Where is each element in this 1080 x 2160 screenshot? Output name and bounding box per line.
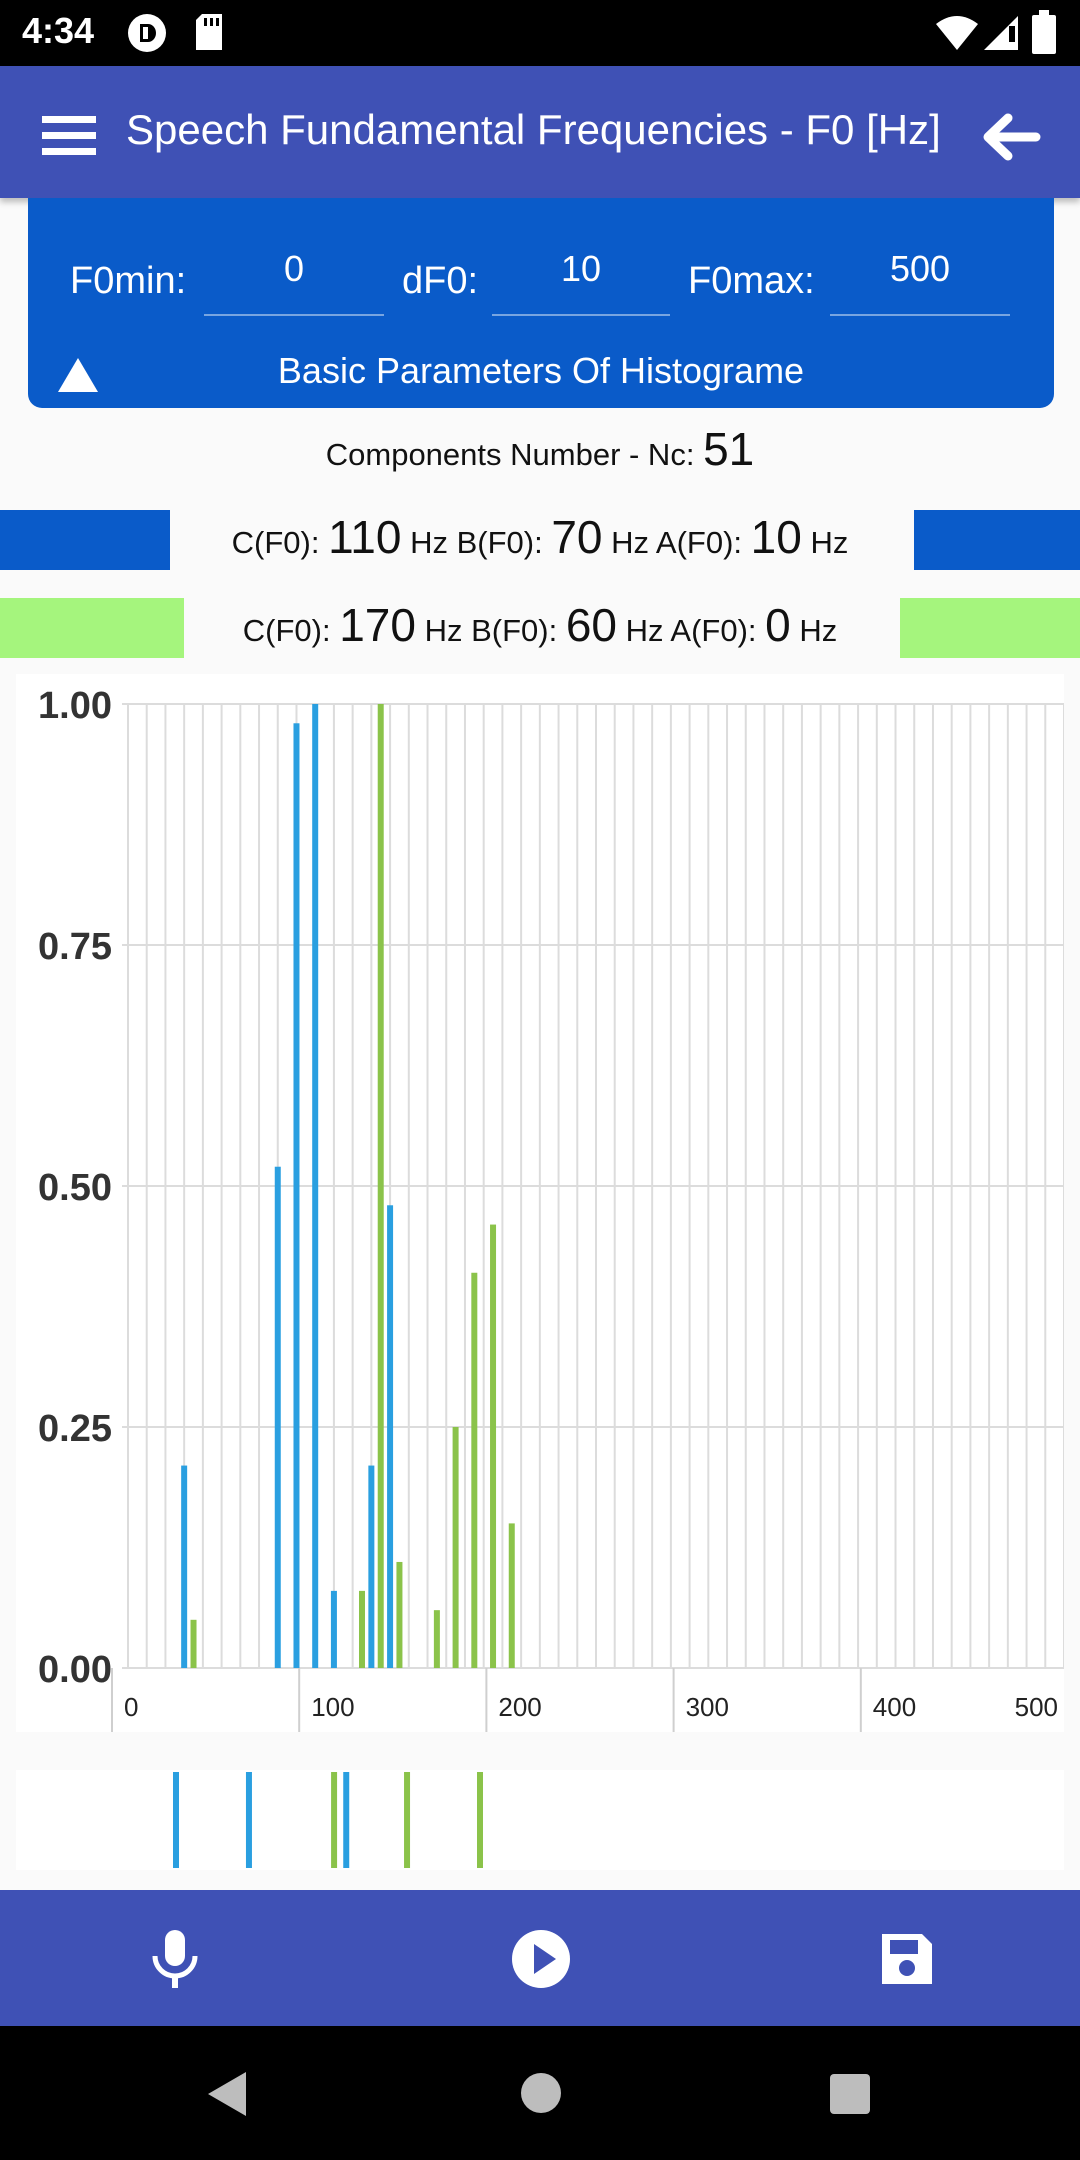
wifi-icon <box>936 16 978 50</box>
a-value: 0 <box>765 599 791 651</box>
app-bar: Speech Fundamental Frequencies - F0 [Hz] <box>0 66 1080 198</box>
series-1-color-bar <box>0 510 170 570</box>
x-tick-label: 300 <box>686 1692 729 1722</box>
component-row-1: C(F0): 110 Hz B(F0): 70 Hz A(F0): 10 Hz <box>0 510 1080 570</box>
recents-square-icon[interactable] <box>830 2074 870 2114</box>
y-tick-label: 0.75 <box>38 926 112 968</box>
a-label: Hz A(F0): <box>611 525 743 560</box>
histogram-bar <box>312 704 319 1668</box>
histogram-bar <box>433 1610 440 1668</box>
y-tick-label: 0.25 <box>38 1408 112 1450</box>
home-circle-icon[interactable] <box>520 2072 562 2114</box>
histogram-bar <box>471 1272 478 1668</box>
system-navigation-bar <box>0 2026 1080 2160</box>
overview-marker <box>173 1772 179 1868</box>
page-title: Speech Fundamental Frequencies - F0 [Hz] <box>126 106 941 153</box>
histogram-bar <box>387 1205 394 1668</box>
histogram-bar <box>274 1166 281 1668</box>
c-label: C(F0): <box>242 613 331 648</box>
x-tick-label: 0 <box>124 1692 138 1722</box>
histogram-bar <box>377 704 384 1668</box>
overview-marker <box>331 1772 338 1868</box>
b-value: 60 <box>565 599 617 651</box>
x-tick-label: 100 <box>311 1692 354 1722</box>
params-toggle-label: Basic Parameters Of Histograme <box>277 350 805 391</box>
f0min-value: 0 <box>283 248 305 289</box>
f0min-label: F0min: <box>70 260 187 302</box>
params-toggle[interactable]: Basic Parameters Of Histograme <box>28 346 1054 408</box>
f0max-value: 500 <box>889 248 951 289</box>
status-bar: 4:34 <box>0 0 1080 66</box>
x-tick-label: 400 <box>873 1692 916 1722</box>
nc-label: Components Number - Nc: <box>325 437 695 472</box>
overview-strip[interactable] <box>16 1770 1064 1870</box>
histogram-params-panel: F0min: 0 dF0: 10 F0max: 500 Basic Parame… <box>28 198 1054 408</box>
df0-field[interactable]: 10 <box>492 244 670 316</box>
x-tick-label: 500 <box>1015 1692 1058 1722</box>
overview-marker <box>477 1772 483 1868</box>
battery-icon <box>1032 10 1056 54</box>
series-1-color-bar-right <box>914 510 1080 570</box>
triangle-up-icon <box>58 358 98 392</box>
f0max-field[interactable]: 500 <box>830 244 1010 316</box>
histogram-bar <box>330 1590 337 1668</box>
c-value: 110 <box>328 511 402 563</box>
histogram-bar <box>359 1590 365 1668</box>
y-tick-label: 0.50 <box>38 1167 112 1209</box>
y-tick-label: 0.00 <box>38 1649 112 1691</box>
a-value: 10 <box>750 511 802 563</box>
unit-label: Hz <box>810 525 849 560</box>
f0max-label: F0max: <box>688 260 815 302</box>
unit-label: Hz <box>799 613 838 648</box>
components-number: Components Number - Nc: 51 <box>0 422 1080 476</box>
c-label: C(F0): <box>231 525 320 560</box>
series-2-color-bar <box>0 598 184 658</box>
histogram-bar <box>490 1224 497 1668</box>
save-icon[interactable] <box>878 1930 936 1988</box>
c-value: 170 <box>339 599 416 651</box>
bottom-toolbar <box>0 1890 1080 2026</box>
a-label: Hz A(F0): <box>625 613 757 648</box>
overview-chart[interactable] <box>16 1770 1064 1870</box>
df0-label: dF0: <box>402 260 479 302</box>
notification-icon <box>128 14 166 52</box>
component-row-2: C(F0): 170 Hz B(F0): 60 Hz A(F0): 0 Hz <box>0 598 1080 658</box>
menu-icon[interactable] <box>40 112 98 160</box>
series-2-color-bar-right <box>900 598 1080 658</box>
overview-marker <box>343 1772 350 1868</box>
b-value: 70 <box>551 511 603 563</box>
histogram-bar <box>181 1465 188 1668</box>
play-icon[interactable] <box>510 1928 572 1990</box>
overview-marker <box>404 1772 411 1868</box>
status-time: 4:34 <box>22 10 95 51</box>
signal-icon <box>984 16 1018 50</box>
histogram-bar <box>368 1465 375 1668</box>
df0-value: 10 <box>560 248 602 289</box>
b-label: Hz B(F0): <box>410 525 543 560</box>
histogram-chart-card[interactable]: 0.00 0.25 0.50 0.75 1.00 0 100 200 300 400 500 <box>16 674 1065 1748</box>
microphone-icon[interactable] <box>148 1928 202 1990</box>
sd-card-icon <box>196 14 222 50</box>
histogram-bar <box>293 723 300 1668</box>
histogram-bar <box>396 1561 403 1668</box>
b-label: Hz B(F0): <box>424 613 558 648</box>
nc-value: 51 <box>703 423 755 475</box>
back-triangle-icon[interactable] <box>204 2070 248 2118</box>
arrow-back-icon[interactable] <box>978 110 1042 164</box>
x-tick-label: 200 <box>498 1692 541 1722</box>
f0min-field[interactable]: 0 <box>204 244 384 316</box>
y-tick-label: 1.00 <box>38 685 112 727</box>
histogram-bar <box>508 1523 515 1668</box>
histogram-bar <box>190 1619 197 1668</box>
histogram-bar <box>452 1427 459 1668</box>
overview-marker <box>245 1772 252 1868</box>
histogram-chart[interactable]: 0.00 0.25 0.50 0.75 1.00 0 100 200 300 400 500 <box>16 674 1065 1748</box>
